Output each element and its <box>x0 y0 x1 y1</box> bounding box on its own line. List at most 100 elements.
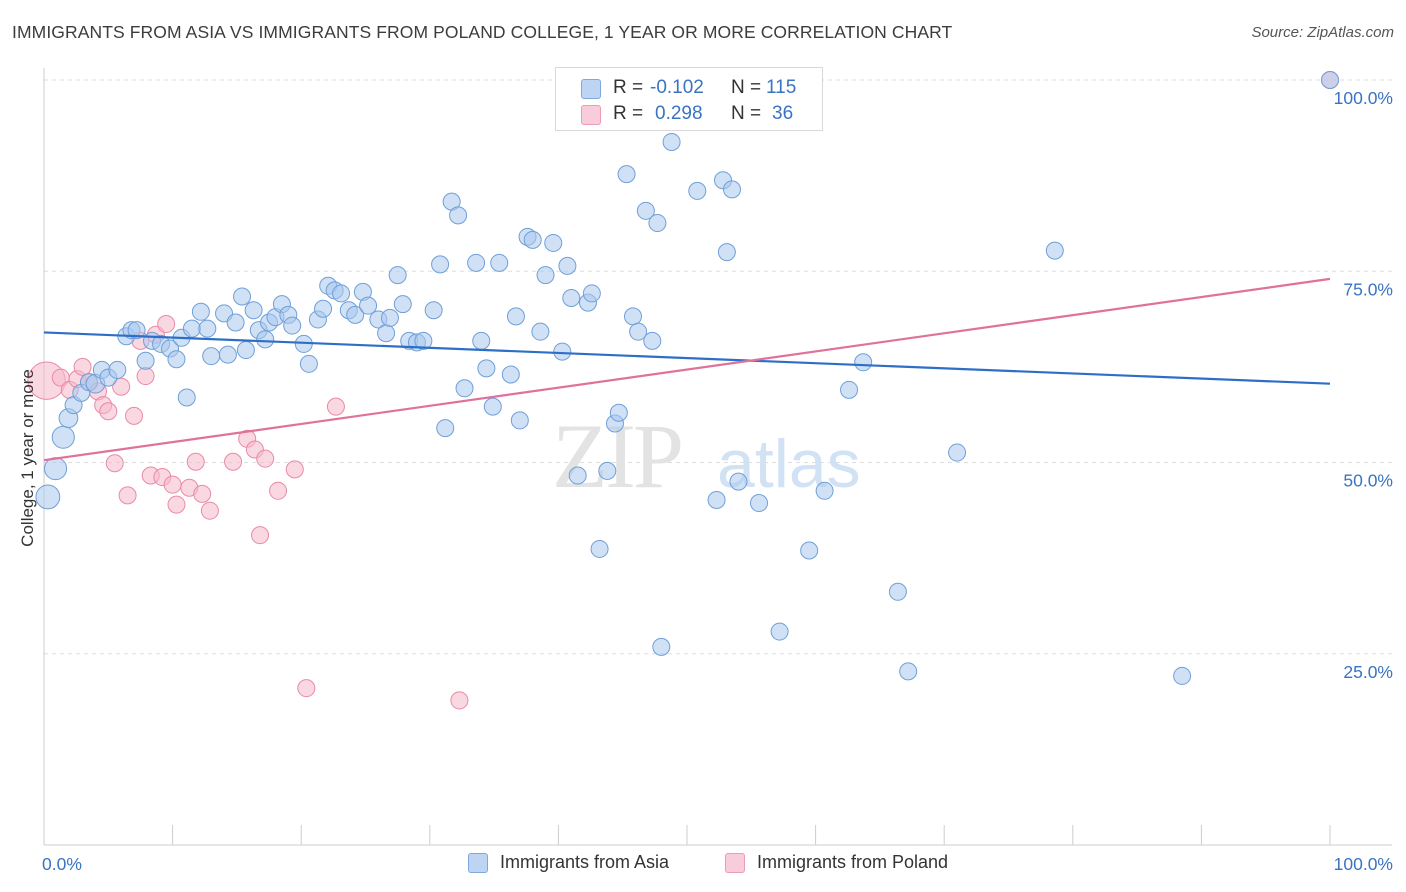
asia-point <box>380 308 399 327</box>
watermark: ZIP atlas <box>552 405 861 507</box>
poland-point <box>193 484 212 503</box>
n-value: 115 <box>766 77 797 98</box>
asia-point <box>629 322 648 341</box>
asia-point <box>455 379 474 398</box>
asia-point <box>467 253 486 272</box>
asia-point <box>536 266 555 285</box>
asia-point <box>299 354 318 373</box>
asia-point <box>233 287 252 306</box>
asia-point <box>562 289 581 308</box>
axes <box>43 68 1392 846</box>
poland-point <box>99 402 118 421</box>
stats-legend-row-asia: R = -0.102 N = 115 <box>556 76 822 102</box>
poland-point <box>125 406 144 425</box>
r-label: R = <box>613 103 644 124</box>
poland-swatch <box>725 853 745 873</box>
poland-point <box>200 501 219 520</box>
r-label: R = <box>613 77 644 98</box>
asia-point <box>888 582 907 601</box>
asia-point <box>359 296 378 315</box>
asia-points <box>35 71 1339 685</box>
asia-point <box>483 397 502 416</box>
poland-point <box>118 486 137 505</box>
asia-point <box>449 206 468 225</box>
asia-point <box>510 411 529 430</box>
asia-point <box>648 214 667 233</box>
y-tick-label: 25.0% <box>1343 662 1393 682</box>
asia-point <box>590 539 609 558</box>
poland-point <box>112 377 131 396</box>
grid-lines <box>44 79 1392 655</box>
source-label: Source: ZipAtlas.com <box>1251 24 1394 41</box>
legend-label-asia: Immigrants from Asia <box>500 852 670 872</box>
poland-trend-line <box>43 277 1331 462</box>
asia-point <box>226 313 245 332</box>
x-tick-label: 0.0% <box>42 854 82 874</box>
asia-point <box>800 541 819 560</box>
asia-point <box>501 365 520 384</box>
asia-point <box>256 330 275 349</box>
asia-point <box>472 331 491 350</box>
asia-point <box>431 255 450 274</box>
asia-point <box>707 490 726 509</box>
asia-point <box>244 301 263 320</box>
poland-point <box>450 691 469 710</box>
stats-legend-row-poland: R = 0.298 N = 36 <box>556 102 822 128</box>
asia-point <box>182 319 201 338</box>
y-tick-label: 75.0% <box>1343 279 1393 299</box>
series-legend: Immigrants from Asia Immigrants from Pol… <box>0 852 1406 876</box>
asia-point <box>35 484 61 510</box>
asia-point <box>202 347 221 366</box>
asia-point <box>127 321 146 340</box>
asia-point <box>729 472 748 491</box>
asia-point <box>388 266 407 285</box>
asia-point <box>108 360 127 379</box>
asia-point <box>490 253 509 272</box>
asia-point <box>609 403 628 422</box>
asia-point <box>393 295 412 314</box>
trend-lines <box>43 277 1331 462</box>
n-label: N = <box>731 77 762 98</box>
asia-point <box>477 359 496 378</box>
asia-point <box>688 181 707 200</box>
asia-point <box>815 481 834 500</box>
poland-point <box>157 315 176 334</box>
asia-point <box>424 301 443 320</box>
asia-point <box>531 322 550 341</box>
poland-point <box>269 481 288 500</box>
asia-point <box>723 180 742 199</box>
y-axis-label: College, 1 year or more <box>18 369 37 547</box>
asia-point <box>899 662 918 681</box>
n-value: 36 <box>772 103 794 124</box>
asia-point <box>523 230 542 249</box>
asia-point <box>553 342 572 361</box>
poland-point <box>167 495 186 514</box>
asia-point <box>1321 71 1339 89</box>
asia-point <box>750 494 769 513</box>
poland-point <box>186 452 205 471</box>
asia-point <box>617 165 636 184</box>
asia-point <box>544 233 563 252</box>
r-value: -0.102 <box>650 77 704 98</box>
x-tick-label: 100.0% <box>1334 854 1393 874</box>
asia-point <box>1045 241 1064 260</box>
y-tick-label: 100.0% <box>1334 88 1393 108</box>
poland-point <box>163 475 182 494</box>
poland-swatch <box>581 105 601 125</box>
asia-point <box>598 461 617 480</box>
poland-point <box>251 526 270 545</box>
chart-title: IMMIGRANTS FROM ASIA VS IMMIGRANTS FROM … <box>12 22 953 42</box>
asia-point <box>623 307 642 326</box>
legend-label-poland: Immigrants from Poland <box>757 852 949 872</box>
poland-point <box>256 449 275 468</box>
asia-point <box>558 256 577 275</box>
asia-point <box>51 425 75 449</box>
asia-point <box>506 307 525 326</box>
poland-point <box>73 357 92 376</box>
asia-trend-line <box>43 331 1331 385</box>
n-label: N = <box>731 103 762 124</box>
asia-point <box>314 299 333 318</box>
asia-point <box>218 345 237 364</box>
asia-point <box>44 457 68 481</box>
